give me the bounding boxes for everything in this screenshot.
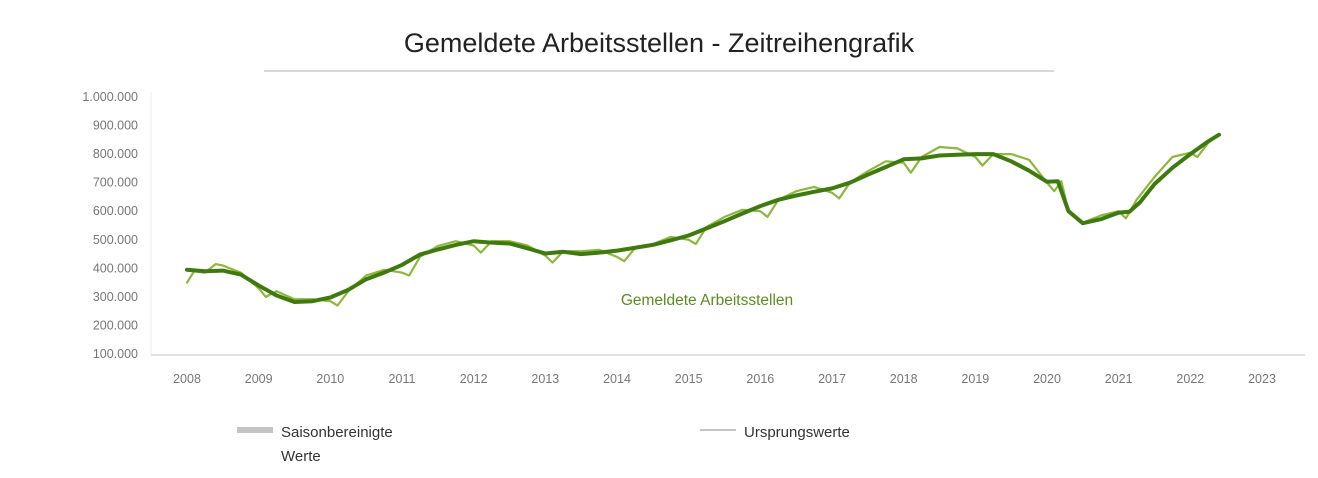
y-tick-label: 700.000 — [93, 176, 138, 190]
x-tick-label: 2018 — [890, 372, 918, 386]
y-tick-label: 200.000 — [93, 318, 138, 332]
series-label: Gemeldete Arbeitsstellen — [621, 292, 793, 309]
legend-swatch-seasonal — [237, 427, 273, 433]
x-tick-label: 2017 — [818, 372, 846, 386]
title-divider — [264, 70, 1054, 72]
x-tick-label: 2020 — [1033, 372, 1061, 386]
x-tick-label: 2011 — [389, 372, 416, 386]
x-tick-label: 2019 — [961, 372, 989, 386]
x-tick-label: 2022 — [1176, 372, 1204, 386]
y-tick-label: 500.000 — [93, 233, 138, 247]
legend-swatch-original — [700, 429, 736, 431]
y-tick-label: 900.000 — [93, 119, 138, 133]
x-tick-label: 2009 — [245, 372, 273, 386]
x-tick-label: 2010 — [316, 372, 344, 386]
y-tick-label: 100.000 — [93, 347, 138, 361]
legend-label-seasonal-1: Saisonbereinigte — [281, 424, 393, 441]
x-tick-label: 2023 — [1248, 372, 1276, 386]
line-chart: 1.000.000 900.000 800.000 700.000 600.000 500… — [82, 90, 1305, 386]
series-line-seasonally-adjusted — [185, 132, 1221, 304]
y-tick-label: 600.000 — [93, 204, 138, 218]
legend-item-original[interactable]: Ursprungswerte — [744, 421, 850, 445]
x-tick-label: 2015 — [675, 372, 703, 386]
x-tick-label: 2021 — [1105, 372, 1133, 386]
legend-label-seasonal-2: Werte — [281, 448, 321, 465]
x-tick-label: 2008 — [173, 372, 201, 386]
x-tick-label: 2016 — [746, 372, 774, 386]
x-tick-label: 2014 — [603, 372, 631, 386]
x-tick-label: 2012 — [460, 372, 488, 386]
y-tick-label: 300.000 — [93, 290, 138, 304]
legend-label-original: Ursprungswerte — [744, 424, 850, 441]
y-tick-label: 1.000.000 — [82, 90, 138, 104]
series-line-original — [185, 133, 1221, 307]
y-tick-label: 800.000 — [93, 147, 138, 161]
y-tick-label: 400.000 — [93, 261, 138, 275]
x-tick-label: 2013 — [531, 372, 559, 386]
legend-item-seasonal[interactable]: Saisonbereinigte Werte — [281, 421, 393, 469]
chart-title: Gemeldete Arbeitsstellen - Zeitreihengra… — [403, 28, 915, 58]
